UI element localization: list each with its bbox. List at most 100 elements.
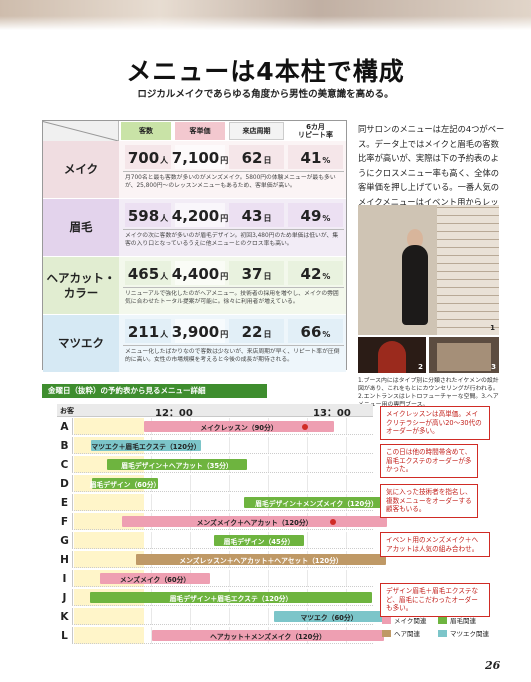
schedule-track: 眉毛デザイン（60分） xyxy=(74,475,373,492)
booking-bar: マツエク＋眉毛エクステ（120分） xyxy=(91,440,201,451)
booking-bar: 眉毛デザイン＋メンズメイク（120分） xyxy=(244,497,389,508)
schedule-track: メイクレッスン（90分） xyxy=(74,418,373,435)
row-description: メイクの次に客数が多いのが眉毛デザイン。初回3,480円のため単価は低いが、集客… xyxy=(125,233,339,247)
customer-letter: K xyxy=(57,608,73,625)
schedule-row-l: L ヘアカット＋メンズメイク（120分） xyxy=(57,627,384,644)
legend-swatch xyxy=(438,616,447,624)
customer-letter: E xyxy=(57,494,73,511)
callout-note: 気に入った技術者を指名し、複数メニューをオーダーする顧客もいる。 xyxy=(380,484,478,518)
row-description: リニューアルで強化したのがヘアメニュー。技術者の採用を増やし、メイクの雰囲気に合… xyxy=(125,291,339,305)
booking-bar: メンズメイク（60分） xyxy=(100,573,210,584)
design-chart-wall xyxy=(437,205,499,335)
schedule-track: 眉毛デザイン＋メンズメイク（120分） xyxy=(74,494,389,511)
row-divider xyxy=(123,345,344,346)
booking-bar: メンズレッスン＋ヘアカット＋ヘアセット（120分） xyxy=(136,554,386,565)
price-value: 4,200 円 xyxy=(172,203,228,227)
customer-letter: C xyxy=(57,456,73,473)
customer-letter: H xyxy=(57,551,73,568)
schedule-row-a: A メイクレッスン（90分） xyxy=(57,418,373,435)
schedule-row-b: B マツエク＋眉毛エクステ（120分） xyxy=(57,437,373,454)
callout-dot xyxy=(330,519,336,525)
callout-note: メイクレッスンは高単価。メイクリテラシーが高い20～30代のオーダーが多い。 xyxy=(380,406,490,440)
table-row-make: メイク 700 人 7,100 円 62 日 41% 月700名と最も客数が多いのがメ… xyxy=(43,141,346,198)
count-value: 700 人 xyxy=(125,145,171,169)
schedule-track: 眉毛デザイン＋ヘアカット（35分） xyxy=(74,456,373,473)
callout-dot xyxy=(302,424,308,430)
customer-letter: F xyxy=(57,513,73,530)
page-number: 26 xyxy=(485,659,501,672)
cycle-value: 37 日 xyxy=(229,261,284,285)
schedule-track: 眉毛デザイン（45分） xyxy=(74,532,373,549)
legend-item: マツエク関連 xyxy=(438,628,489,638)
schedule-row-c: C 眉毛デザイン＋ヘアカット（35分） xyxy=(57,456,373,473)
count-value: 598 人 xyxy=(125,203,171,227)
row-description: メニュー化したばかりなので客数は少ないが、来店周期が早く、リピート率が圧倒的に高… xyxy=(125,349,340,363)
header-count: 客数 xyxy=(121,122,171,140)
repeat-value: 66% xyxy=(288,319,343,343)
schedule-row-i: I メンズメイク（60分） xyxy=(57,570,373,587)
person-head xyxy=(407,229,423,249)
legend-item: ヘア関連 xyxy=(382,628,420,638)
booking-bar: 眉毛デザイン（45分） xyxy=(214,535,304,546)
customer-letter: D xyxy=(57,475,73,492)
page-title: メニューは4本柱で構成 xyxy=(126,57,405,86)
salon-photo-entrance: 2 xyxy=(358,337,426,373)
schedule-track: メンズレッスン＋ヘアカット＋ヘアセット（120分） xyxy=(74,551,386,568)
photo-number: 3 xyxy=(491,363,496,371)
callout-note: デザイン眉毛＋眉毛エクステなど、眉毛にこだわったオーダーも多い。 xyxy=(380,583,490,617)
row-divider xyxy=(123,287,344,288)
row-description: 月700名と最も客数が多いのがメンズメイク。5800円の体験メニューが最も多いが… xyxy=(125,175,336,189)
header-cycle: 来店周期 xyxy=(229,122,284,140)
row-divider xyxy=(123,229,344,230)
booking-bar: メンズメイク＋ヘアカット（120分） xyxy=(122,516,387,527)
schedule-row-f: F メンズメイク＋ヘアカット（120分） xyxy=(57,513,387,530)
schedule-header: お客 12：00 13：00 xyxy=(57,404,373,419)
reservation-schedule: お客 12：00 13：00 A メイクレッスン（90分） B マツエク＋眉毛エクステ… xyxy=(57,404,482,650)
schedule-track: マツエク＋眉毛エクステ（120分） xyxy=(74,437,373,454)
repeat-value: 41% xyxy=(288,145,343,169)
photo-number: 2 xyxy=(418,363,423,371)
schedule-track: メンズメイク＋ヘアカット（120分） xyxy=(74,513,387,530)
callout-note: イベント用のメンズメイク＋ヘアカットは人気の組み合わせ。 xyxy=(380,532,490,557)
person-figure xyxy=(402,245,428,325)
customer-letter: G xyxy=(57,532,73,549)
schedule-row-j: J 眉毛デザイン＋眉毛エクステ（120分） xyxy=(57,589,387,606)
legend-swatch xyxy=(382,616,391,624)
cycle-value: 43 日 xyxy=(229,203,284,227)
repeat-value: 49% xyxy=(288,203,343,227)
time-label: 12：00 xyxy=(155,408,193,419)
header-repeat: 6カ月 リピート率 xyxy=(288,122,343,140)
legend-item: メイク関連 xyxy=(382,615,426,625)
table-corner xyxy=(43,121,119,141)
repeat-value: 42% xyxy=(288,261,343,285)
legend-item: 眉毛関連 xyxy=(438,615,476,625)
schedule-row-g: G 眉毛デザイン（45分） xyxy=(57,532,373,549)
legend-swatch xyxy=(438,629,447,637)
photo-number: 1 xyxy=(490,324,495,332)
price-value: 3,900 円 xyxy=(172,319,228,343)
booking-bar: 眉毛デザイン＋ヘアカット（35分） xyxy=(107,459,247,470)
schedule-title: 金曜日（抜粋）の予約表から見るメニュー詳細 xyxy=(42,384,267,398)
page-subtitle: ロジカルメイクであらゆる角度から男性の美意識を高める。 xyxy=(137,89,394,100)
customer-column-label: お客 xyxy=(60,407,74,415)
booking-bar: マツエク（60分） xyxy=(274,611,384,622)
booking-bar: メイクレッスン（90分） xyxy=(144,421,334,432)
row-divider xyxy=(123,171,344,172)
salon-photo-main: 1 xyxy=(358,205,499,335)
cycle-value: 22 日 xyxy=(229,319,284,343)
schedule-row-k: K マツエク（60分） xyxy=(57,608,384,625)
legend-swatch xyxy=(382,629,391,637)
table-header: 客数 客単価 来店周期 6カ月 リピート率 xyxy=(43,121,346,141)
count-value: 465 人 xyxy=(125,261,171,285)
header-photo-band xyxy=(0,0,531,30)
booking-bar: ヘアカット＋メンズメイク（120分） xyxy=(152,630,384,641)
booking-bar: 眉毛デザイン（60分） xyxy=(90,478,160,489)
cycle-value: 62 日 xyxy=(229,145,284,169)
price-value: 4,400 円 xyxy=(172,261,228,285)
row-label: ヘアカット・カラー xyxy=(43,257,119,314)
schedule-track: マツエク（60分） xyxy=(74,608,384,625)
customer-letter: B xyxy=(57,437,73,454)
row-label: 眉毛 xyxy=(43,199,119,256)
time-label: 13：00 xyxy=(313,408,351,419)
count-value: 211 人 xyxy=(125,319,171,343)
